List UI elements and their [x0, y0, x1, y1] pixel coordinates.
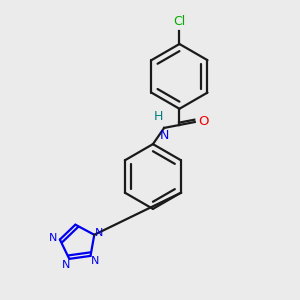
Text: N: N: [49, 233, 58, 243]
Text: N: N: [62, 260, 70, 270]
Text: N: N: [95, 227, 103, 238]
Text: O: O: [199, 115, 209, 128]
Text: N: N: [91, 256, 99, 266]
Text: Cl: Cl: [173, 15, 186, 28]
Text: H: H: [154, 110, 164, 123]
Text: N: N: [159, 128, 169, 142]
